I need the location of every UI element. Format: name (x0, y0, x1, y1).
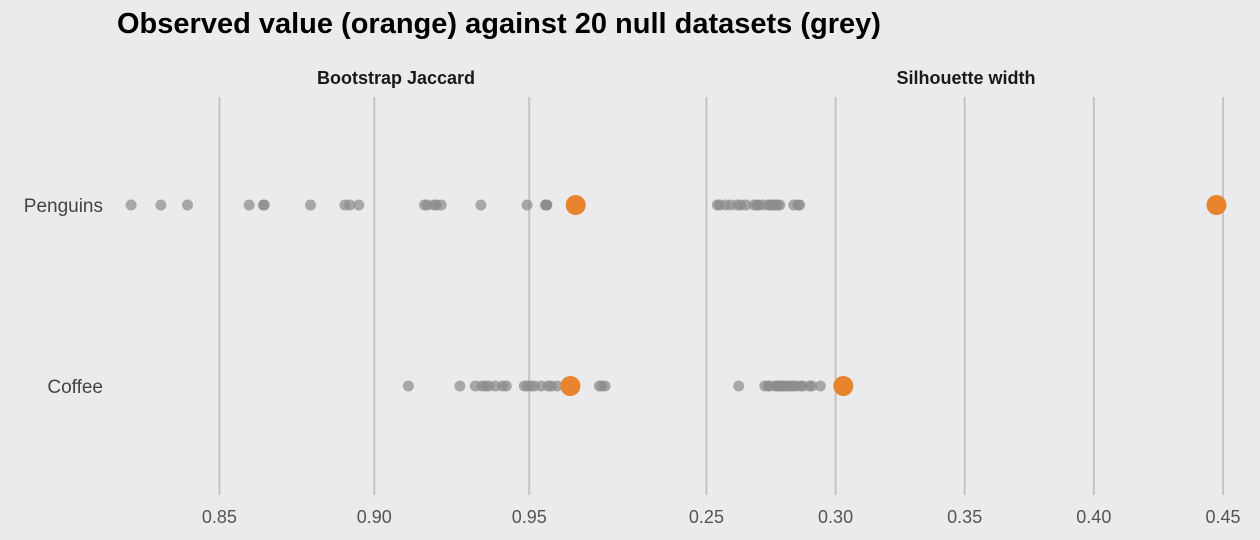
null-point (541, 199, 553, 211)
panel-title: Bootstrap Jaccard (317, 68, 475, 88)
null-point (353, 199, 365, 211)
x-tick-label: 0.85 (202, 507, 237, 527)
x-tick-label: 0.90 (357, 507, 392, 527)
null-point (344, 199, 356, 211)
null-point (402, 380, 414, 392)
null-point (435, 199, 447, 211)
observed-point (560, 376, 581, 396)
null-point (599, 380, 611, 392)
observed-point (565, 195, 586, 215)
null-point (125, 199, 137, 211)
null-point (500, 380, 512, 392)
null-point (181, 199, 193, 211)
null-point (258, 199, 270, 211)
category-label: Penguins (24, 196, 103, 217)
null-point (806, 380, 818, 392)
null-point (787, 380, 799, 392)
category-label: Coffee (47, 377, 103, 398)
x-tick-label: 0.95 (512, 507, 547, 527)
null-point (475, 199, 487, 211)
chart-title: Observed value (orange) against 20 null … (117, 8, 881, 40)
panel-title: Silhouette width (897, 68, 1036, 88)
null-point (777, 380, 789, 392)
null-point (155, 199, 167, 211)
null-point (304, 199, 316, 211)
null-point (794, 199, 806, 211)
observed-point (1206, 195, 1227, 215)
null-point (762, 199, 774, 211)
null-point (740, 199, 752, 211)
x-tick-label: 0.30 (818, 507, 853, 527)
x-tick-label: 0.45 (1205, 507, 1240, 527)
null-point (733, 380, 745, 392)
null-point (521, 199, 533, 211)
null-point (243, 199, 255, 211)
x-tick-label: 0.25 (689, 507, 724, 527)
x-tick-label: 0.35 (947, 507, 982, 527)
null-point (814, 380, 826, 392)
null-point (551, 380, 563, 392)
observed-point (833, 376, 854, 396)
null-point (454, 380, 466, 392)
null-point (774, 199, 786, 211)
null-point (753, 199, 765, 211)
x-tick-label: 0.40 (1076, 507, 1111, 527)
